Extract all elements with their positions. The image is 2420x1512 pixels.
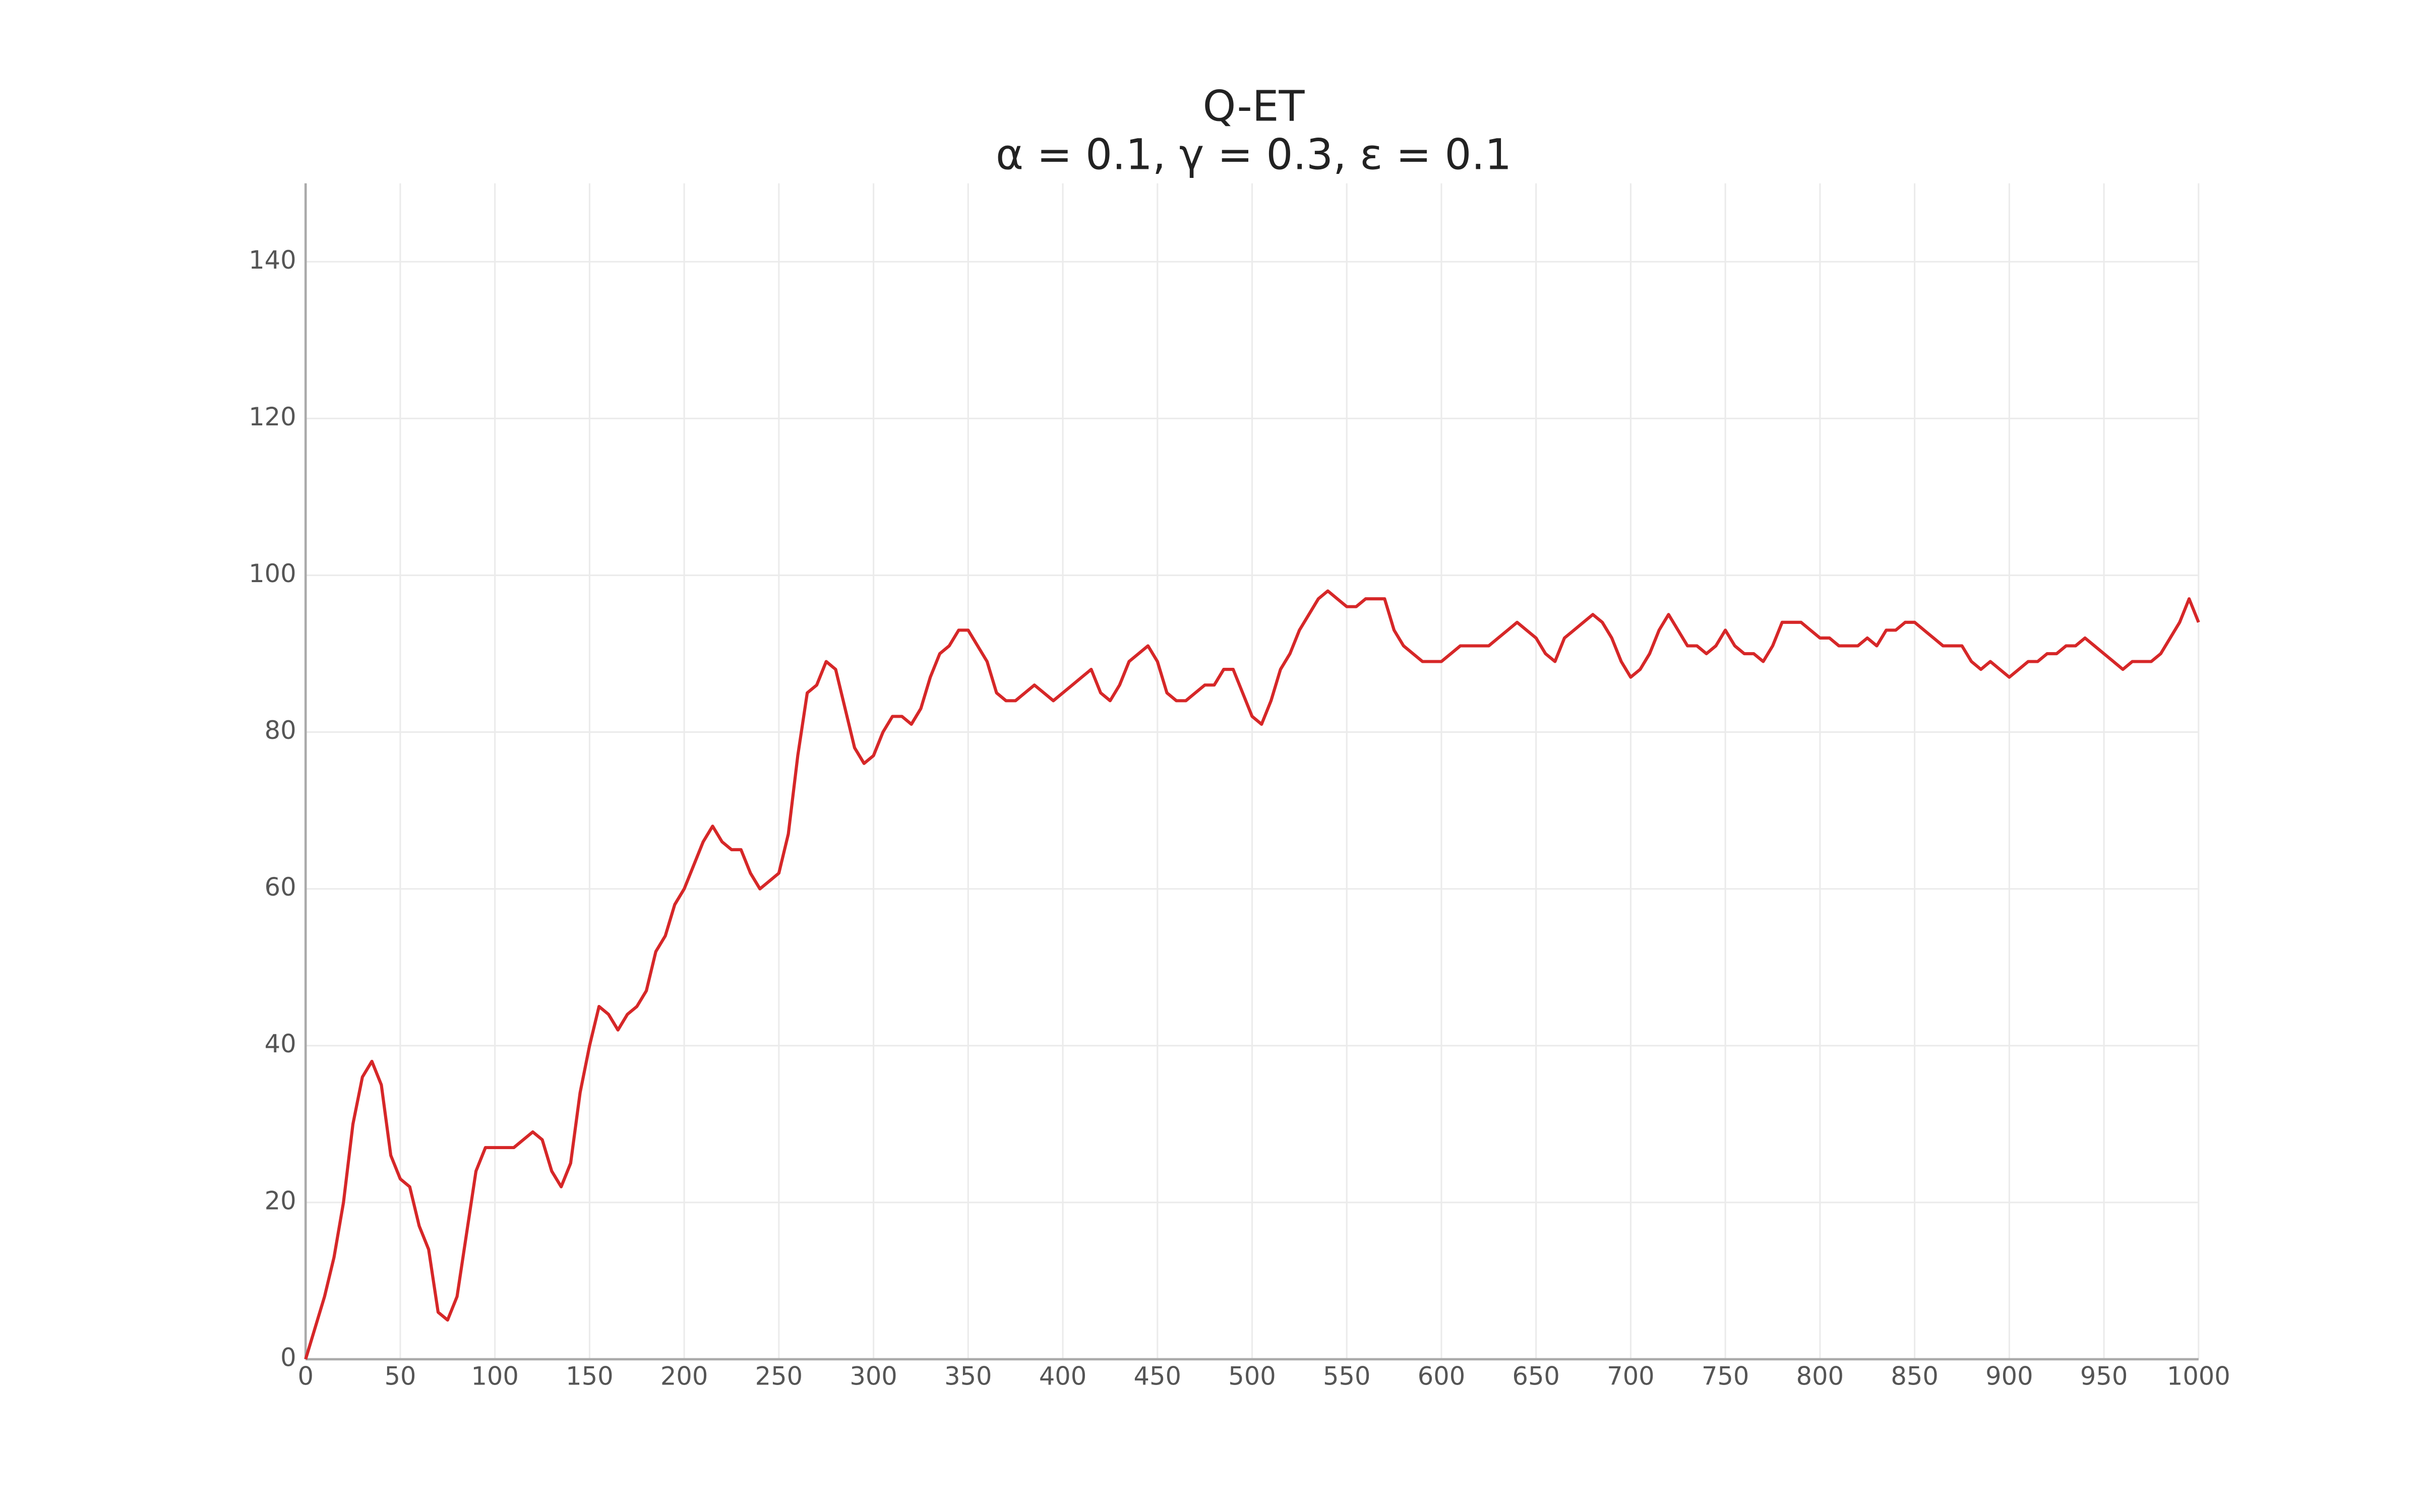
x-tick-label: 300 bbox=[850, 1362, 897, 1391]
x-tick-label: 0 bbox=[297, 1362, 313, 1391]
y-tick-label: 80 bbox=[265, 716, 296, 745]
x-tick-label: 550 bbox=[1323, 1362, 1370, 1391]
x-tick-label: 400 bbox=[1039, 1362, 1086, 1391]
x-tick-label: 450 bbox=[1134, 1362, 1181, 1391]
x-tick-label: 150 bbox=[566, 1362, 613, 1391]
x-tick-label: 900 bbox=[1985, 1362, 2033, 1391]
y-tick-label: 40 bbox=[265, 1029, 296, 1058]
x-tick-label: 750 bbox=[1702, 1362, 1749, 1391]
x-tick-label: 800 bbox=[1796, 1362, 1844, 1391]
x-tick-label: 200 bbox=[660, 1362, 708, 1391]
data-line bbox=[304, 589, 2200, 1360]
y-tick-label: 60 bbox=[265, 872, 296, 902]
x-tick-label: 350 bbox=[944, 1362, 992, 1391]
y-tick-label: 20 bbox=[265, 1186, 296, 1215]
chart-title: Q-ET bbox=[1203, 81, 1305, 131]
x-tick-label: 500 bbox=[1228, 1362, 1276, 1391]
x-tick-label: 1000 bbox=[2167, 1362, 2230, 1391]
x-tick-label: 850 bbox=[1891, 1362, 1938, 1391]
x-tick-label: 100 bbox=[471, 1362, 518, 1391]
x-tick-label: 250 bbox=[755, 1362, 803, 1391]
chart-subtitle: α = 0.1, γ = 0.3, ε = 0.1 bbox=[996, 130, 1511, 179]
x-tick-label: 650 bbox=[1512, 1362, 1559, 1391]
y-tick-label: 100 bbox=[249, 559, 296, 588]
x-tick-label: 700 bbox=[1607, 1362, 1654, 1391]
x-tick-label: 950 bbox=[2080, 1362, 2128, 1391]
y-tick-label: 140 bbox=[249, 245, 296, 275]
x-tick-label: 50 bbox=[384, 1362, 416, 1391]
y-tick-label: 120 bbox=[249, 402, 296, 431]
x-tick-label: 600 bbox=[1418, 1362, 1465, 1391]
y-tick-label: 0 bbox=[280, 1343, 296, 1372]
